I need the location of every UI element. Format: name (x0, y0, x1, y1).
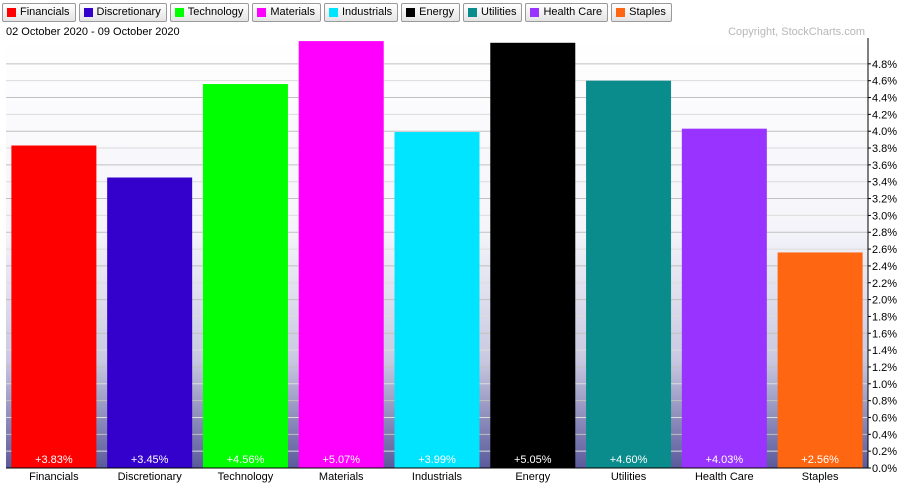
legend-item-utilities[interactable]: Utilities (463, 2, 523, 22)
y-tick-label: 3.2% (872, 194, 897, 206)
legend-item-discretionary[interactable]: Discretionary (78, 2, 167, 22)
legend-swatch (616, 7, 626, 17)
bar-value-label: +4.60% (610, 454, 648, 466)
y-tick-label: 4.2% (872, 109, 897, 121)
legend-item-staples[interactable]: Staples (611, 2, 672, 22)
category-label: Technology (218, 471, 274, 483)
y-tick-label: 1.8% (872, 311, 897, 323)
y-tick-label: 0.4% (872, 429, 897, 441)
legend-item-energy[interactable]: Energy (401, 2, 460, 22)
bar-technology[interactable] (202, 84, 288, 468)
y-tick-label: 2.8% (872, 227, 897, 239)
legend-item-materials[interactable]: Materials (252, 2, 321, 22)
y-tick-label: 0.8% (872, 396, 897, 408)
legend-item-technology[interactable]: Technology (169, 2, 250, 22)
y-axis-ticks: 0.0% 0.2% 0.4% 0.6% 0.8% 1.0% 1.2% 1.4% 1.6% 1.8%… (868, 59, 897, 475)
legend-label: Staples (629, 6, 666, 18)
y-tick-label: 2.0% (872, 295, 897, 307)
bar-staples[interactable] (777, 252, 863, 468)
category-labels-group: Financials Discretionary Technology Materia… (29, 471, 839, 483)
y-tick-label: 4.0% (872, 126, 897, 138)
bar-value-label: +4.56% (227, 454, 265, 466)
bar-value-label: +4.03% (706, 454, 744, 466)
bar-discretionary[interactable] (107, 177, 193, 468)
legend-label: Health Care (543, 6, 603, 18)
category-label: Staples (802, 471, 839, 483)
bar-health-care[interactable] (681, 128, 767, 468)
bar-materials[interactable] (298, 41, 384, 469)
y-tick-label: 2.6% (872, 244, 897, 256)
y-tick-label: 0.6% (872, 412, 897, 424)
category-label: Utilities (611, 471, 647, 483)
legend-bar: Financials Discretionary Technology Materia… (0, 0, 913, 24)
y-tick-label: 1.6% (872, 328, 897, 340)
bar-utilities[interactable] (586, 80, 672, 469)
bar-financials[interactable] (11, 145, 97, 468)
y-tick-label: 2.2% (872, 278, 897, 290)
y-tick-label: 3.8% (872, 143, 897, 155)
bar-value-label: +5.05% (514, 454, 552, 466)
legend-swatch (174, 7, 184, 17)
category-label: Discretionary (118, 471, 183, 483)
legend-item-financials[interactable]: Financials (2, 2, 76, 22)
y-tick-label: 3.4% (872, 177, 897, 189)
y-tick-label: 4.6% (872, 76, 897, 88)
legend-swatch (406, 7, 416, 17)
y-tick-label: 1.2% (872, 362, 897, 374)
y-tick-label: 0.2% (872, 446, 897, 458)
legend-label: Financials (20, 6, 70, 18)
bar-energy[interactable] (490, 42, 576, 468)
legend-item-industrials[interactable]: Industrials (324, 2, 399, 22)
legend-label: Utilities (481, 6, 517, 18)
bar-industrials[interactable] (394, 132, 480, 469)
legend-swatch (530, 7, 540, 17)
date-range-label: 02 October 2020 - 09 October 2020 (6, 26, 180, 38)
category-label: Energy (515, 471, 550, 483)
y-tick-label: 3.6% (872, 160, 897, 172)
legend-swatch (83, 7, 93, 17)
y-tick-label: 2.4% (872, 261, 897, 273)
y-tick-label: 1.0% (872, 379, 897, 391)
category-label: Industrials (412, 471, 463, 483)
legend-swatch (468, 7, 477, 17)
bar-value-label: +5.07% (322, 454, 360, 466)
category-label: Health Care (695, 471, 754, 483)
value-labels-group: +3.83% +3.45% +4.56% +5.07% +3.99% +5.05% +4.6… (35, 454, 839, 466)
bar-value-label: +3.99% (418, 454, 456, 466)
bars-group (11, 41, 863, 469)
y-tick-label: 1.4% (872, 345, 897, 357)
legend-label: Industrials (342, 6, 393, 18)
y-tick-label: 3.0% (872, 210, 897, 222)
legend-swatch (7, 7, 16, 17)
legend-swatch (329, 7, 338, 17)
y-tick-label: 0.0% (872, 463, 897, 475)
bar-value-label: +3.83% (35, 454, 73, 466)
legend-label: Technology (187, 6, 244, 18)
copyright-label: Copyright, StockCharts.com (728, 26, 865, 38)
legend-label: Energy (419, 6, 454, 18)
bar-value-label: +2.56% (801, 454, 839, 466)
legend-item-health-care[interactable]: Health Care (525, 2, 609, 22)
legend-swatch (257, 7, 267, 17)
legend-label: Materials (270, 6, 315, 18)
category-label: Materials (319, 471, 364, 483)
y-tick-label: 4.8% (872, 59, 897, 71)
y-tick-label: 4.4% (872, 93, 897, 105)
bar-value-label: +3.45% (131, 454, 169, 466)
category-label: Financials (29, 471, 79, 483)
legend-label: Discretionary (96, 6, 161, 18)
